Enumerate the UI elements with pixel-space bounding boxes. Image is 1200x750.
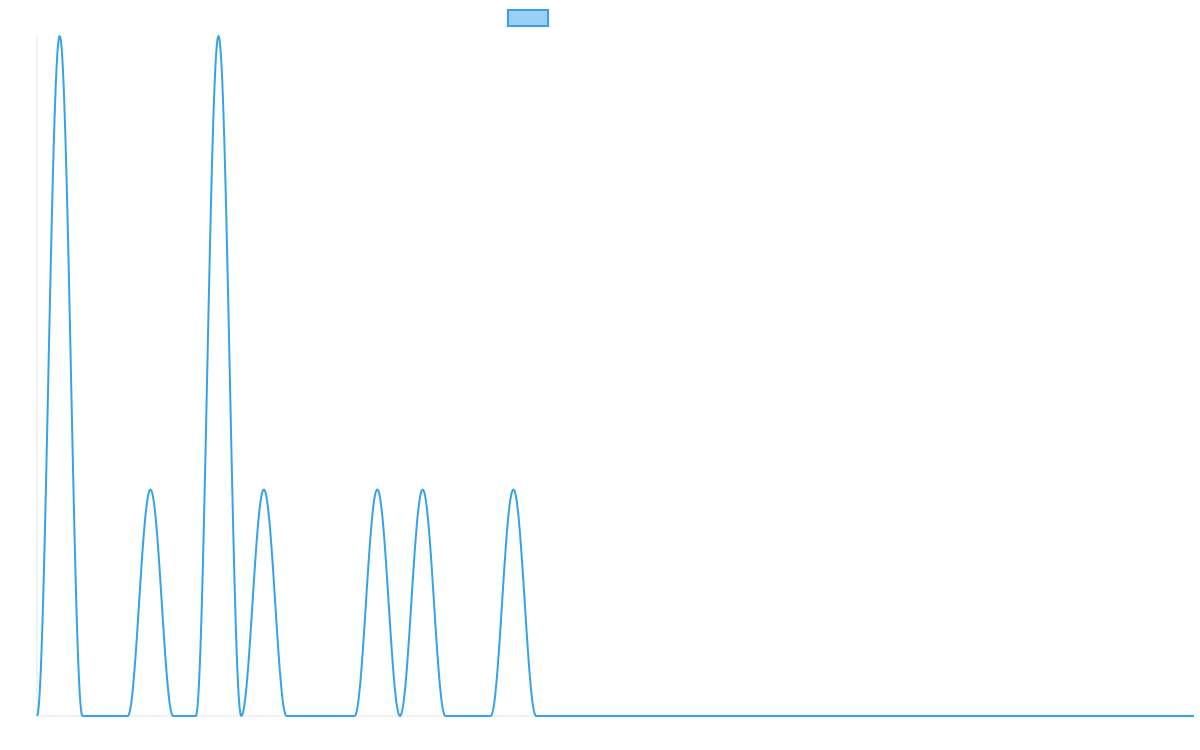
data-point[interactable]: [442, 713, 448, 719]
data-point[interactable]: [556, 713, 562, 719]
data-point[interactable]: [102, 713, 108, 719]
data-point[interactable]: [987, 713, 993, 719]
data-point[interactable]: [238, 713, 244, 719]
data-point[interactable]: [896, 713, 902, 719]
data-point[interactable]: [828, 713, 834, 719]
data-point[interactable]: [1100, 713, 1106, 719]
data-point[interactable]: [1191, 713, 1197, 719]
data-point[interactable]: [397, 713, 403, 719]
data-point[interactable]: [624, 487, 630, 493]
data-point[interactable]: [329, 487, 335, 493]
series-layer: [34, 33, 1197, 719]
data-point[interactable]: [873, 713, 879, 719]
data-point[interactable]: [215, 487, 221, 493]
data-point[interactable]: [964, 713, 970, 719]
data-point[interactable]: [737, 713, 743, 719]
data-point[interactable]: [79, 713, 85, 719]
data-point[interactable]: [601, 713, 607, 719]
series-line: [36, 35, 1195, 717]
data-point[interactable]: [488, 713, 494, 719]
data-point[interactable]: [578, 713, 584, 719]
data-point[interactable]: [919, 713, 925, 719]
data-point[interactable]: [647, 713, 653, 719]
data-point[interactable]: [1123, 713, 1129, 719]
data-point[interactable]: [533, 713, 539, 719]
data-point[interactable]: [783, 713, 789, 719]
data-point[interactable]: [284, 33, 290, 39]
data-point[interactable]: [1078, 713, 1084, 719]
data-point[interactable]: [465, 487, 471, 493]
data-point[interactable]: [715, 713, 721, 719]
data-point[interactable]: [941, 713, 947, 719]
data-point[interactable]: [147, 487, 153, 493]
data-point[interactable]: [125, 713, 131, 719]
data-point[interactable]: [1010, 713, 1016, 719]
data-point[interactable]: [306, 713, 312, 719]
data-point[interactable]: [1032, 713, 1038, 719]
data-point[interactable]: [805, 713, 811, 719]
data-point[interactable]: [170, 713, 176, 719]
data-point[interactable]: [352, 713, 358, 719]
data-point[interactable]: [261, 713, 267, 719]
data-point[interactable]: [193, 713, 199, 719]
data-point[interactable]: [34, 713, 40, 719]
data-point[interactable]: [692, 713, 698, 719]
legend-swatch[interactable]: [507, 9, 549, 27]
legend[interactable]: [507, 9, 549, 27]
data-point[interactable]: [1168, 713, 1174, 719]
data-point[interactable]: [374, 713, 380, 719]
data-point[interactable]: [760, 713, 766, 719]
data-point[interactable]: [851, 713, 857, 719]
data-point[interactable]: [1146, 713, 1152, 719]
data-point[interactable]: [510, 487, 516, 493]
data-point[interactable]: [420, 713, 426, 719]
data-point[interactable]: [57, 33, 63, 39]
data-point[interactable]: [1055, 713, 1061, 719]
data-point[interactable]: [669, 713, 675, 719]
